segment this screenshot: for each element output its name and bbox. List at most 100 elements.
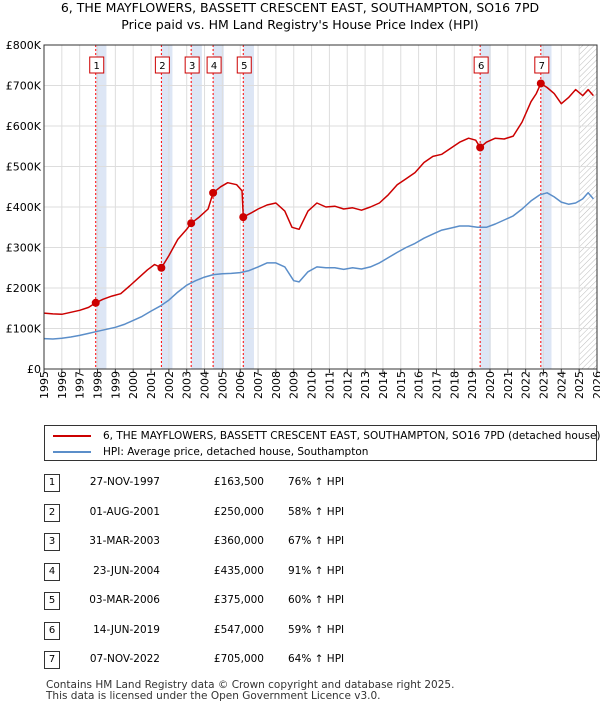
sale-label-box-7 <box>534 56 550 74</box>
row-date: 01-AUG-2001 <box>89 505 160 518</box>
x-tick-label: 1998 <box>92 371 105 399</box>
y-tick-label: £700K <box>6 80 42 93</box>
table-row: 3 31-MAR-2003 £360,000 67% ↑ HPI <box>0 533 600 553</box>
table-row: 6 14-JUN-2019 £547,000 59% ↑ HPI <box>0 621 600 642</box>
property-price-line <box>43 82 594 316</box>
x-tick-label: 2001 <box>145 371 158 399</box>
sale-point-3 <box>187 219 196 228</box>
legend-label-hpi: HPI: Average price, detached house, Sout… <box>103 446 369 458</box>
row-hpi: 58% ↑ HPI <box>288 505 345 518</box>
sale-point-4 <box>209 188 218 197</box>
chart-legend: 6, THE MAYFLOWERS, BASSETT CRESCENT EAST… <box>44 425 600 461</box>
row-number: 3 <box>44 533 60 551</box>
table-row: 4 23-JUN-2004 £435,000 91% ↑ HPI <box>0 562 600 583</box>
sale-label-box-3 <box>184 56 200 74</box>
x-tick-label: 2013 <box>359 371 372 399</box>
x-tick-label: 2012 <box>341 371 354 399</box>
row-price: £547,000 <box>213 623 264 636</box>
row-hpi: 91% ↑ HPI <box>288 564 345 577</box>
sale-label-box-2 <box>154 56 170 74</box>
x-tick-label: 2009 <box>288 371 301 399</box>
x-tick-label: 2008 <box>270 371 283 399</box>
sale-label-5: 5 <box>241 61 247 72</box>
footer-copyright: Contains HM Land Registry data © Crown c… <box>46 679 455 691</box>
x-tick-label: 2004 <box>199 371 212 399</box>
x-tick-label: 2016 <box>413 371 426 399</box>
y-tick-label: £500K <box>6 161 42 174</box>
sale-label-2: 2 <box>159 61 165 72</box>
sale-label-box-5 <box>236 56 252 74</box>
sale-point-2 <box>157 263 166 272</box>
row-price: £360,000 <box>213 535 264 547</box>
sale-label-4: 4 <box>211 61 217 72</box>
sale-label-6: 6 <box>478 61 484 72</box>
row-price: £163,500 <box>213 476 264 488</box>
sale-point-1 <box>91 298 100 307</box>
table-row: 1 27-NOV-1997 £163,500 76% ↑ HPI <box>0 474 600 494</box>
row-number: 4 <box>44 562 60 581</box>
x-tick-label: 2010 <box>306 371 319 399</box>
x-tick-label: 1995 <box>38 371 51 399</box>
y-tick-label: £0 <box>27 363 41 376</box>
row-date: 31-MAR-2003 <box>89 535 160 547</box>
row-number: 1 <box>44 474 60 492</box>
footer-licence: This data is licensed under the Open Gov… <box>46 690 381 702</box>
x-tick-label: 1996 <box>56 371 69 399</box>
sale-label-box-6 <box>473 56 489 74</box>
table-row: 7 07-NOV-2022 £705,000 64% ↑ HPI <box>0 651 600 671</box>
row-number: 6 <box>44 621 60 640</box>
sale-label-3: 3 <box>189 61 195 72</box>
x-tick-label: 2026 <box>591 371 600 399</box>
y-tick-label: £600K <box>6 120 42 133</box>
row-number: 2 <box>44 503 60 522</box>
table-row: 2 01-AUG-2001 £250,000 58% ↑ HPI <box>0 503 600 524</box>
row-date: 07-NOV-2022 <box>89 653 160 665</box>
sale-point-7 <box>536 79 545 88</box>
y-tick-label: £800K <box>6 39 42 52</box>
price-chart: £0 £100K £200K £300K £400K £500K £600K £700K £80… <box>6 39 600 399</box>
sale-label-7: 7 <box>539 61 545 72</box>
row-price: £705,000 <box>213 653 264 665</box>
sale-label-box-4 <box>206 56 222 74</box>
row-hpi: 67% ↑ HPI <box>288 535 345 547</box>
x-tick-label: 2018 <box>448 371 461 399</box>
legend-label-property: 6, THE MAYFLOWERS, BASSETT CRESCENT EAST… <box>103 430 600 442</box>
legend-swatch-property <box>53 435 91 437</box>
x-tick-label: 2023 <box>537 371 550 399</box>
x-tick-label: 2011 <box>323 371 336 399</box>
row-date: 23-JUN-2004 <box>93 564 160 577</box>
y-tick-label: £100K <box>6 323 42 336</box>
sale-label-1: 1 <box>94 61 100 72</box>
row-number: 7 <box>44 651 60 669</box>
row-price: £250,000 <box>213 505 264 518</box>
x-tick-label: 2006 <box>234 371 247 399</box>
plot-frame <box>43 44 598 370</box>
row-date: 03-MAR-2006 <box>89 594 160 606</box>
x-tick-label: 2002 <box>163 371 176 399</box>
footer: Contains HM Land Registry data © Crown c… <box>46 680 454 702</box>
table-row: 5 03-MAR-2006 £375,000 60% ↑ HPI <box>0 592 600 612</box>
x-tick-label: 2014 <box>377 371 390 399</box>
y-tick-label: £300K <box>6 242 42 255</box>
x-tick-label: 2017 <box>430 371 443 399</box>
legend-swatch-hpi <box>53 451 91 453</box>
x-tick-label: 2022 <box>520 371 533 399</box>
x-tick-label: 2015 <box>395 371 408 399</box>
row-price: £375,000 <box>213 594 264 606</box>
row-hpi: 60% ↑ HPI <box>288 594 345 606</box>
row-hpi: 59% ↑ HPI <box>288 623 345 636</box>
x-tick-label: 1997 <box>74 371 87 399</box>
x-tick-label: 2003 <box>181 371 194 399</box>
y-tick-label: £400K <box>6 201 42 214</box>
row-hpi: 64% ↑ HPI <box>288 653 345 665</box>
row-date: 14-JUN-2019 <box>93 623 160 636</box>
x-tick-label: 2021 <box>502 371 515 399</box>
sale-point-6 <box>476 143 485 152</box>
x-tick-label: 1999 <box>109 371 122 399</box>
x-tick-label: 2007 <box>252 371 265 399</box>
row-hpi: 76% ↑ HPI <box>288 476 345 488</box>
y-tick-label: £200K <box>6 282 42 295</box>
x-tick-label: 2000 <box>127 371 140 399</box>
hpi-line <box>43 192 594 340</box>
sale-label-box-1 <box>89 56 105 74</box>
